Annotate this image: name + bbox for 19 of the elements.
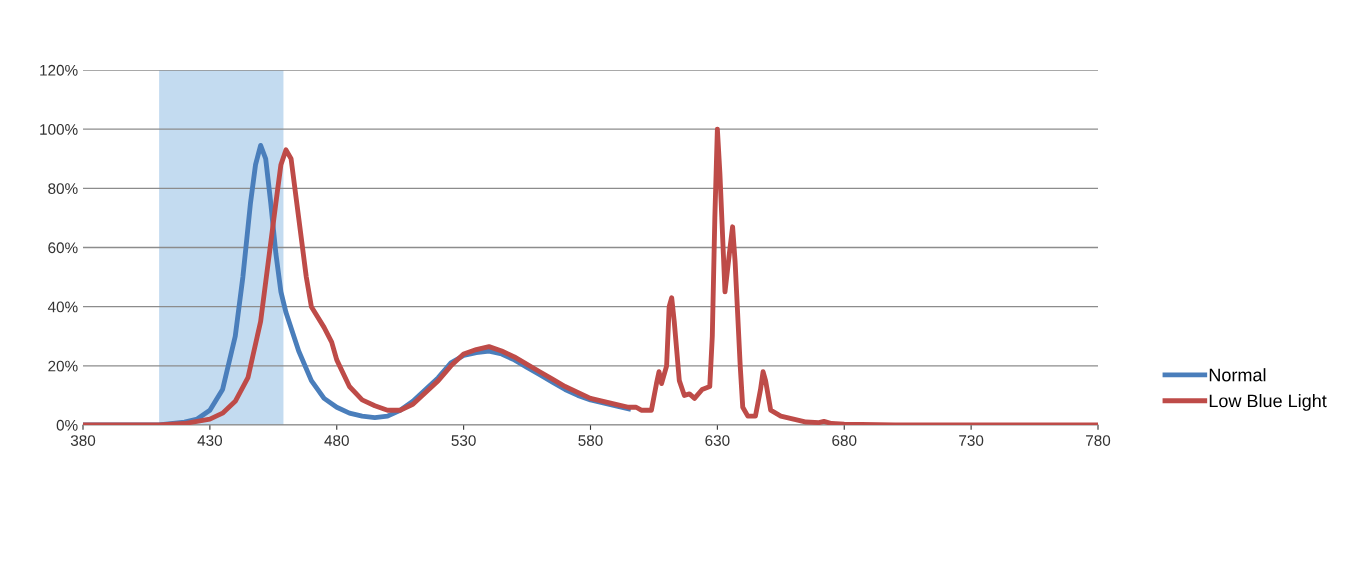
x-tick-label: 530	[451, 435, 476, 446]
x-tick-label: 730	[959, 435, 984, 446]
x-tick-label: 630	[705, 435, 730, 446]
y-tick-label: 20%	[48, 360, 78, 372]
x-tick-label: 480	[324, 435, 349, 446]
y-tick-label: 120%	[40, 64, 78, 76]
x-tick-label: 580	[578, 435, 603, 446]
legend-label: Normal	[1209, 368, 1266, 382]
x-tick-label: 680	[832, 435, 857, 446]
y-tick-label: 0%	[56, 419, 78, 431]
y-tick-label: 80%	[48, 183, 78, 195]
y-tick-label: 40%	[47, 301, 78, 313]
legend-label: Low Blue Light	[1209, 394, 1327, 411]
y-tick-label: 60%	[48, 242, 78, 254]
x-tick-label: 380	[70, 435, 96, 446]
x-tick-label: 430	[197, 435, 223, 446]
line-series	[83, 126, 1098, 425]
x-tick-label: 780	[1086, 435, 1111, 446]
y-tick-label: 100%	[40, 124, 78, 135]
